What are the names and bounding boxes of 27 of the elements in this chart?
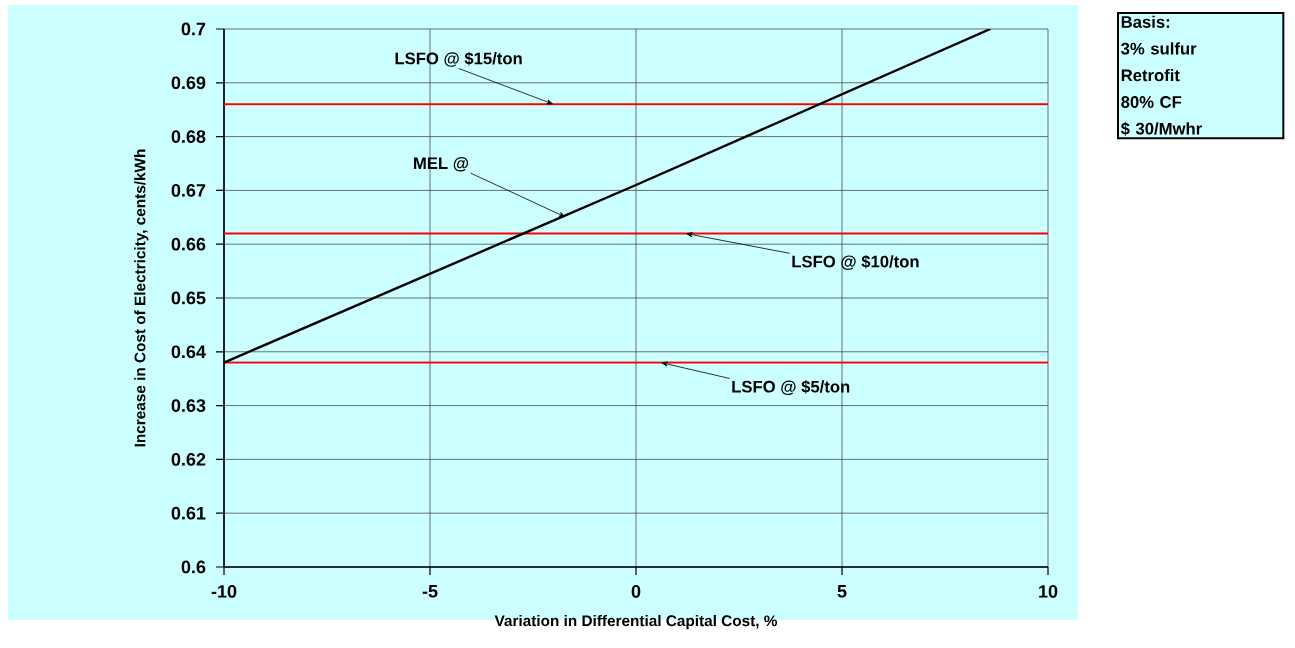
text: Retrofit [1121,68,1180,82]
y-tick-label: 0.6 [181,560,206,574]
annotation: LSFO @ $10/ton [792,254,919,270]
y-tick-label: 0.67 [171,184,206,197]
annotation: MEL @ [414,157,469,172]
x-tick-label: 0 [631,585,641,598]
y-tick-label: 0.65 [171,291,206,305]
y-tick-label: 0.68 [171,130,206,143]
text: 3% sulfur [1121,42,1197,55]
annotation: LSFO @ $5/ton [732,380,850,396]
x-tick-label: -10 [211,585,237,598]
x-tick-label: 5 [837,585,847,598]
y-tick-label: 0.62 [171,453,206,466]
y-axis-title: Increase in Cost of Electricity, cents/kWh [134,149,149,447]
y-tick-label: 0.69 [171,76,206,90]
x-tick-label: -5 [422,585,438,598]
text: $ 30/Mwhr [1120,122,1202,136]
text: 80% CF [1121,96,1182,108]
y-tick-label: 0.7 [181,22,206,36]
text: Basis: [1121,15,1170,28]
y-tick-label: 0.63 [171,399,206,412]
y-tick-label: 0.64 [171,345,206,359]
x-axis-title: Variation in Differential Capital Cost, % [494,614,778,630]
annotation: LSFO @ $15/ton [395,51,522,67]
y-tick-label: 0.61 [171,506,206,520]
x-tick-label: 10 [1039,585,1058,598]
y-tick-label: 0.66 [171,237,206,251]
